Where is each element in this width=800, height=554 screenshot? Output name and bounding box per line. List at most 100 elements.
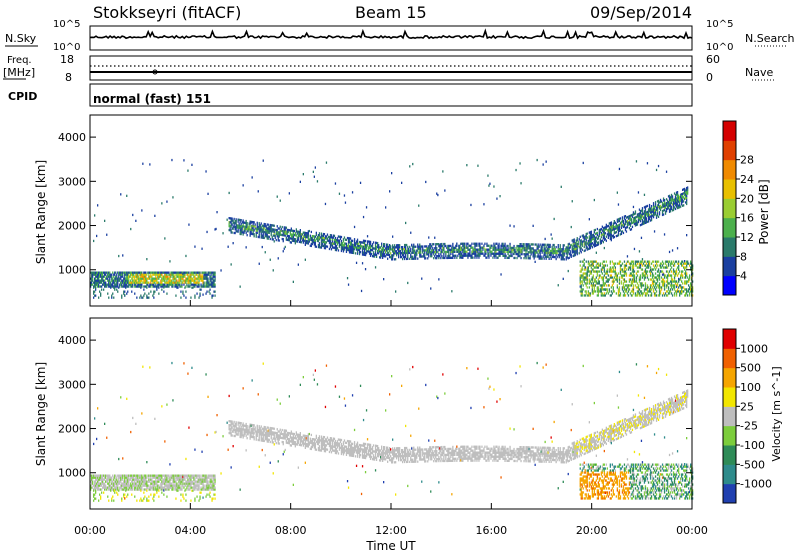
heatmap-cell [637,288,640,291]
heatmap-cell [93,493,95,496]
heatmap-cell [96,271,98,274]
heatmap-cell [267,231,269,234]
heatmap-cell [568,248,570,251]
heatmap-cell [685,191,687,194]
heatmap-cell [136,484,138,487]
heatmap-cell [365,246,368,249]
heatmap-cell [442,246,444,250]
heatmap-cell [464,242,466,245]
heatmap-cell [544,247,546,250]
heatmap-cell [385,206,387,209]
heatmap-cell [125,283,127,286]
heatmap-cell [336,243,339,246]
heatmap-cell [250,226,252,229]
heatmap-cell [290,235,292,238]
heatmap-cell [481,246,483,249]
heatmap-cell [591,290,593,293]
heatmap-cell [472,256,474,259]
heatmap-cell [670,266,673,269]
heatmap-cell [588,239,590,242]
heatmap-cell [96,474,98,477]
heatmap-cell [618,288,621,291]
heatmap-cell [557,284,559,287]
heatmap-cell [605,292,607,295]
heatmap-cell [273,228,275,231]
heatmap-cell [661,294,664,297]
heatmap-cell [124,497,126,500]
heatmap-cell [97,482,99,485]
heatmap-cell [194,294,196,297]
heatmap-cell [107,486,109,489]
heatmap-cell [168,283,170,286]
heatmap-cell [686,292,688,295]
heatmap-cell [207,281,209,284]
heatmap-cell [592,270,594,273]
heatmap-cell [185,290,187,293]
heatmap-cell [587,240,589,243]
heatmap-cell [368,244,371,247]
heatmap-cell [100,294,102,297]
heatmap-cell [130,285,132,288]
heatmap-cell [634,294,637,297]
heatmap-cell [592,264,594,267]
heatmap-cell [503,248,505,251]
heatmap-cell [571,239,573,242]
heatmap-cell [596,227,598,231]
heatmap-cell [613,264,615,267]
heatmap-cell [331,236,334,239]
heatmap-cell [618,276,621,279]
heatmap-cell [231,219,233,222]
heatmap-cell [585,244,587,248]
heatmap-cell [213,281,215,284]
heatmap-cell [618,167,621,171]
heatmap-cell [532,251,534,254]
heatmap-cell [605,235,607,238]
heatmap-cell [631,264,634,267]
heatmap-cell [297,263,299,266]
heatmap-cell [417,247,419,250]
heatmap-cell [581,282,583,285]
heatmap-cell [668,204,671,207]
heatmap-cell [692,280,694,283]
heatmap-cell [310,242,312,246]
heatmap-cell [258,234,260,237]
heatmap-cell [374,266,377,269]
heatmap-cell [146,482,148,485]
heatmap-cell [606,278,608,281]
heatmap-cell [630,290,633,293]
heatmap-cell [638,276,641,279]
heatmap-cell [128,271,130,274]
heatmap-cell [326,237,329,240]
heatmap-cell [361,251,364,254]
heatmap-cell [438,243,440,246]
heatmap-cell [204,277,206,280]
heatmap-cell [645,292,648,295]
heatmap-cell [557,246,559,249]
heatmap-cell [134,277,136,280]
heatmap-cell [398,248,400,251]
heatmap-cell [619,260,622,263]
heatmap-cell [615,276,617,279]
heatmap-cell [387,253,389,256]
y-tick-label: 2000 [58,220,86,233]
heatmap-cell [104,279,106,282]
heatmap-cell [272,228,274,231]
heatmap-cell [651,272,654,275]
heatmap-cell [109,275,111,278]
heatmap-cell [579,276,581,279]
heatmap-cell [377,251,379,255]
colorbar-segment [723,217,736,238]
heatmap-cell [644,274,647,277]
heatmap-cell [671,288,674,291]
heatmap-cell [573,242,575,245]
heatmap-cell [143,294,145,297]
heatmap-cell [637,292,640,295]
heatmap-cell [383,247,385,250]
heatmap-cell [102,279,104,282]
heatmap-cell [262,234,264,237]
heatmap-cell [509,242,511,246]
heatmap-cell [680,197,682,200]
heatmap-cell [682,264,684,267]
heatmap-cell [108,484,110,487]
